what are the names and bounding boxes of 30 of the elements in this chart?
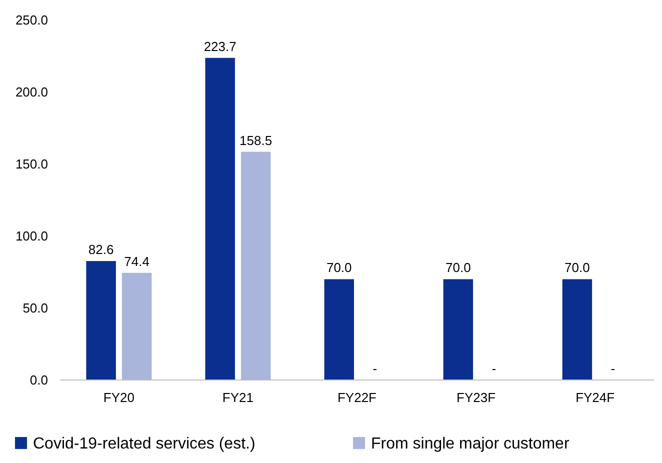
x-tick-label: FY21 — [222, 390, 254, 405]
legend-label: From single major customer — [371, 436, 570, 453]
bar — [205, 58, 235, 380]
annotation: - — [372, 361, 378, 376]
data-label: 74.4 — [124, 254, 150, 269]
bar — [240, 152, 271, 380]
legend-label: Covid-19-related services (est.) — [33, 436, 256, 453]
y-tick-label: 100.0 — [15, 228, 48, 244]
data-label: 70.0 — [446, 260, 471, 276]
x-tick-label: FY24F — [576, 390, 615, 405]
data-label: 223.7 — [204, 38, 236, 54]
bar — [122, 272, 152, 380]
annotation: - — [492, 361, 496, 376]
x-tick-label: FY20 — [103, 390, 134, 405]
y-tick-label: 50.0 — [22, 300, 48, 316]
data-label: 158.5 — [240, 132, 272, 148]
bar — [443, 279, 474, 380]
bar — [324, 279, 354, 380]
y-tick-label: 150.0 — [15, 156, 48, 172]
y-tick-label: 0.0 — [30, 372, 48, 388]
bar — [562, 279, 592, 380]
x-tick-label: FY22F — [337, 390, 377, 405]
bar — [86, 261, 116, 380]
y-tick-label: 200.0 — [15, 84, 48, 100]
x-tick-label: FY23F — [456, 390, 496, 405]
data-label: 70.0 — [326, 260, 352, 276]
y-tick-label: 250.0 — [15, 12, 48, 28]
data-label: 70.0 — [564, 260, 590, 276]
data-label: 82.6 — [88, 242, 114, 258]
annotation: - — [610, 361, 616, 376]
